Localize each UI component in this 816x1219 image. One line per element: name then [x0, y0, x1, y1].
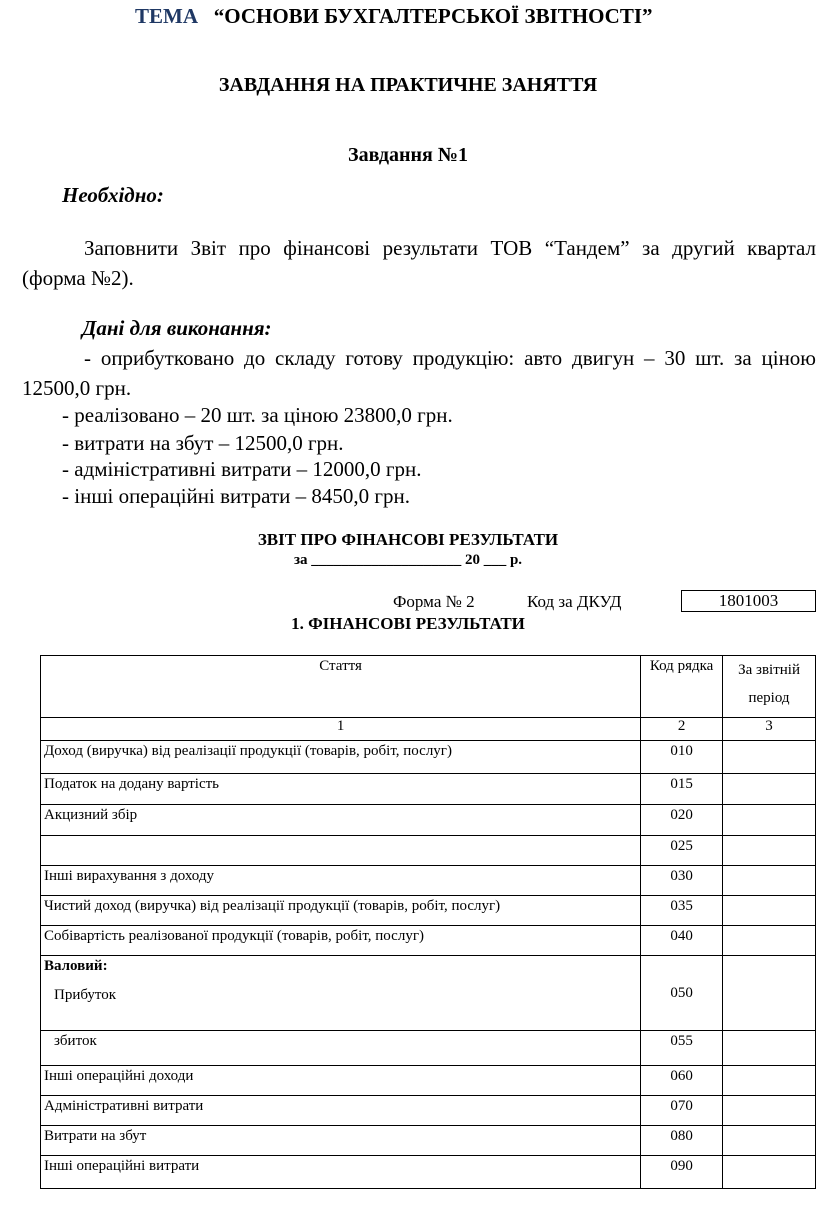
row-value-cell[interactable]	[722, 1065, 816, 1096]
row-label-cell: Інші операційні витрати	[39, 1155, 642, 1189]
row-value-cell[interactable]	[722, 804, 816, 836]
report-period: за ____________________ 20 ___ р.	[293, 552, 523, 568]
row-label-cell: Інші вирахування з доходу	[39, 865, 642, 896]
row-code: 015	[640, 773, 724, 805]
row-label-cell: Доход (виручка) від реалізації продукції…	[39, 740, 642, 774]
row-label-cell: Валовий: Прибуток	[39, 955, 642, 1031]
data-item: - реалізовано – 20 шт. за ціною 23800,0 …	[62, 403, 453, 427]
row-code: 055	[640, 1030, 724, 1066]
row-code: 080	[640, 1125, 724, 1156]
column-number: 1	[39, 717, 642, 741]
table-row: Акцизний збір 020	[39, 804, 816, 836]
dkud-label: Код за ДКУД	[527, 592, 622, 611]
topic-name: “ОСНОВИ БУХГАЛТЕРСЬКОЇ ЗВІТНОСТІ”	[213, 4, 653, 28]
column-header-code: Код рядка	[640, 655, 724, 718]
row-value-cell[interactable]	[722, 865, 816, 896]
row-code: 035	[640, 895, 724, 926]
row-code: 040	[640, 925, 724, 956]
report-title: ЗВІТ ПРО ФІНАНСОВІ РЕЗУЛЬТАТИ	[257, 530, 559, 549]
table-row: Валовий: Прибуток 050	[39, 955, 816, 1031]
row-value-cell[interactable]	[722, 1030, 816, 1066]
table-header-row: Стаття Код рядка За звітній період	[39, 655, 816, 718]
row-value-cell[interactable]	[722, 740, 816, 774]
row-value-cell[interactable]	[722, 1125, 816, 1156]
row-label: Чистий доход (виручка) від реалізації пр…	[44, 898, 501, 914]
data-item: - інші операційні витрати – 8450,0 грн.	[62, 484, 410, 508]
row-label: Доход (виручка) від реалізації продукції…	[44, 743, 452, 759]
table-row: Податок на додану вартість 015	[39, 773, 816, 805]
row-label: Акцизний збір	[44, 807, 138, 823]
row-label: Собівартість реалізованої продукції (тов…	[44, 928, 424, 944]
row-label: Інші вирахування з доходу	[44, 868, 214, 884]
row-label-cell: Інші операційні доходи	[39, 1065, 642, 1096]
row-code: 020	[640, 804, 724, 836]
row-value-cell[interactable]	[722, 1095, 816, 1126]
table-row: Витрати на збут 080	[39, 1125, 816, 1156]
row-value-cell[interactable]	[722, 895, 816, 926]
data-label: Дані для виконання:	[82, 316, 272, 340]
row-label-cell: Витрати на збут	[39, 1125, 642, 1156]
row-label: Податок на додану вартість	[44, 776, 220, 792]
row-value-cell[interactable]	[722, 773, 816, 805]
row-group-label: Валовий:	[44, 958, 108, 974]
row-value-cell[interactable]	[722, 955, 816, 1031]
row-label-cell: Чистий доход (виручка) від реалізації пр…	[39, 895, 642, 926]
row-code: 025	[640, 835, 724, 866]
data-item-first: - оприбутковано до складу готову продукц…	[22, 346, 816, 400]
row-label: Інші операційні витрати	[44, 1158, 200, 1174]
table-row: Чистий доход (виручка) від реалізації пр…	[39, 895, 816, 926]
row-label-cell: Собівартість реалізованої продукції (тов…	[39, 925, 642, 956]
form-number: Форма № 2	[393, 592, 475, 611]
row-label-cell: Адміністративні витрати	[39, 1095, 642, 1126]
table-row: Доход (виручка) від реалізації продукції…	[39, 740, 816, 774]
row-code: 070	[640, 1095, 724, 1126]
row-label-cell: збиток	[39, 1030, 642, 1066]
column-header-period: За звітній період	[722, 655, 816, 718]
row-label-cell	[39, 835, 642, 866]
row-label-cell: Акцизний збір	[39, 804, 642, 836]
row-label: Інші операційні доходи	[44, 1068, 194, 1084]
row-value-cell[interactable]	[722, 925, 816, 956]
row-label: Витрати на збут	[44, 1128, 147, 1144]
table-row: 025	[39, 835, 816, 866]
table-row: збиток 055	[39, 1030, 816, 1066]
topic-label: ТЕМА	[135, 4, 198, 28]
row-value-cell[interactable]	[722, 1155, 816, 1189]
page-subtitle: ЗАВДАННЯ НА ПРАКТИЧНЕ ЗАНЯТТЯ	[218, 74, 598, 96]
need-text: Заповнити Звіт про фінансові результати …	[22, 236, 816, 290]
row-label: Адміністративні витрати	[44, 1098, 204, 1114]
column-number: 2	[640, 717, 724, 741]
table-row: Інші операційні доходи 060	[39, 1065, 816, 1096]
column-number-row: 1 2 3	[39, 717, 816, 741]
table-row: Собівартість реалізованої продукції (тов…	[39, 925, 816, 956]
table-row: Інші операційні витрати 090	[39, 1155, 816, 1189]
column-number: 3	[722, 717, 816, 741]
dkud-code-box: 1801003	[681, 590, 816, 612]
data-item: - витрати на збут – 12500,0 грн.	[62, 431, 344, 455]
row-code: 010	[640, 740, 724, 774]
row-code: 060	[640, 1065, 724, 1096]
column-header-article: Стаття	[39, 655, 642, 718]
row-code: 030	[640, 865, 724, 896]
topic-title: ТЕМА “ОСНОВИ БУХГАЛТЕРСЬКОЇ ЗВІТНОСТІ”	[135, 4, 653, 29]
section-heading: 1. ФІНАНСОВІ РЕЗУЛЬТАТИ	[291, 614, 525, 633]
row-code: 090	[640, 1155, 724, 1189]
table-row: Інші вирахування з доходу 030	[39, 865, 816, 896]
table-row: Адміністративні витрати 070	[39, 1095, 816, 1126]
row-value-cell[interactable]	[722, 835, 816, 866]
data-item: - адміністративні витрати – 12000,0 грн.	[62, 457, 422, 481]
need-label: Необхідно:	[62, 183, 164, 207]
row-label-cell: Податок на додану вартість	[39, 773, 642, 805]
task-heading: Завдання №1	[348, 144, 468, 166]
row-label: збиток	[54, 1033, 97, 1049]
row-label: Прибуток	[54, 987, 117, 1003]
row-code: 050	[640, 955, 724, 1031]
financial-results-table: Стаття Код рядка За звітній період 1 2 3…	[39, 655, 816, 1189]
